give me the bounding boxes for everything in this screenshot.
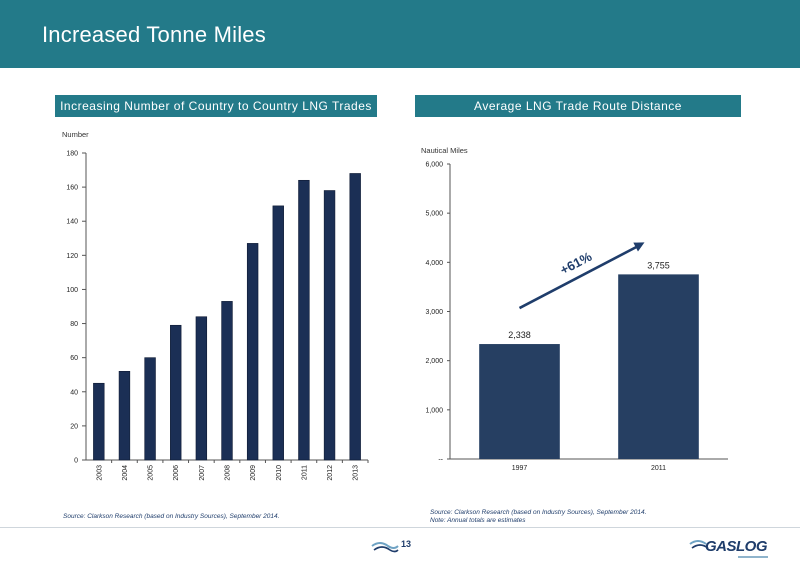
left-x-tick-label: 2009 — [250, 465, 257, 481]
growth-arrow-head-icon — [633, 242, 645, 252]
left-bar — [323, 190, 336, 461]
left-bar — [272, 205, 284, 461]
right-y-tick-label: 2,000 — [425, 358, 443, 365]
left-x-tick-label: 2013 — [353, 465, 360, 481]
left-bar — [298, 179, 310, 461]
logo-underline — [738, 556, 768, 558]
growth-percentage-label: +61% — [558, 249, 595, 278]
right-y-axis-label: Nautical Miles — [421, 146, 468, 155]
left-y-tick-label: 180 — [66, 151, 78, 158]
left-y-axis-label: Number — [62, 130, 89, 139]
left-bar — [144, 357, 156, 461]
left-bar — [93, 382, 105, 461]
page-number: 13 — [401, 539, 412, 549]
right-y-tick-label: 4,000 — [425, 260, 443, 267]
growth-arrow-line — [518, 244, 640, 310]
right-bar-data-label: 3,755 — [647, 260, 670, 270]
right-bar — [479, 344, 560, 459]
right-source-note: Source: Clarkson Research (based on Indu… — [430, 509, 646, 525]
right-bar-data-label: 2,338 — [508, 330, 531, 340]
left-x-tick-label: 2005 — [148, 465, 155, 481]
left-bar — [349, 173, 361, 461]
left-bar — [246, 243, 259, 461]
right-x-tick-label: 1997 — [512, 465, 528, 472]
left-y-tick-label: 120 — [66, 253, 78, 260]
gaslog-logo: GASLOG — [705, 538, 768, 555]
footer-divider — [0, 527, 800, 528]
left-source-note: Source: Clarkson Research (based on Indu… — [63, 513, 280, 520]
left-bar — [170, 324, 182, 461]
title-banner: Increased Tonne Miles — [0, 0, 800, 68]
right-x-tick-label: 2011 — [651, 465, 666, 472]
left-x-tick-label: 2008 — [225, 465, 232, 481]
left-bar — [118, 371, 131, 461]
left-y-tick-label: 40 — [70, 389, 78, 396]
left-x-tick-label: 2004 — [122, 465, 129, 481]
left-x-tick-label: 2003 — [96, 465, 103, 481]
right-chart-header: Average LNG Trade Route Distance — [415, 95, 741, 117]
right-source-line: Source: Clarkson Research (based on Indu… — [430, 509, 647, 516]
left-y-tick-label: 160 — [66, 185, 78, 192]
right-y-tick-label: 1,000 — [425, 407, 443, 414]
left-x-tick-label: 2006 — [173, 465, 180, 481]
right-y-tick-label: 5,000 — [425, 211, 443, 218]
left-x-tick-label: 2011 — [301, 465, 308, 480]
left-bar — [221, 301, 233, 461]
left-y-tick-label: 80 — [70, 321, 78, 328]
left-x-tick-label: 2010 — [276, 465, 283, 481]
right-bar — [618, 274, 699, 459]
left-x-tick-label: 2007 — [199, 465, 206, 481]
page-title: Increased Tonne Miles — [42, 22, 266, 47]
left-y-tick-label: 20 — [70, 423, 78, 430]
left-y-tick-label: 100 — [66, 287, 78, 294]
left-chart-header: Increasing Number of Country to Country … — [55, 95, 377, 117]
left-y-tick-label: 60 — [70, 355, 78, 362]
right-y-tick-label: 6,000 — [425, 162, 443, 169]
right-y-tick-label: -- — [438, 457, 443, 464]
left-y-tick-label: 0 — [74, 458, 78, 465]
left-bar — [195, 316, 208, 461]
right-note-line: Note: Annual totals are estimates — [430, 517, 526, 524]
left-x-tick-label: 2012 — [327, 465, 334, 481]
right-y-tick-label: 3,000 — [425, 309, 443, 316]
left-y-tick-label: 140 — [66, 219, 78, 226]
